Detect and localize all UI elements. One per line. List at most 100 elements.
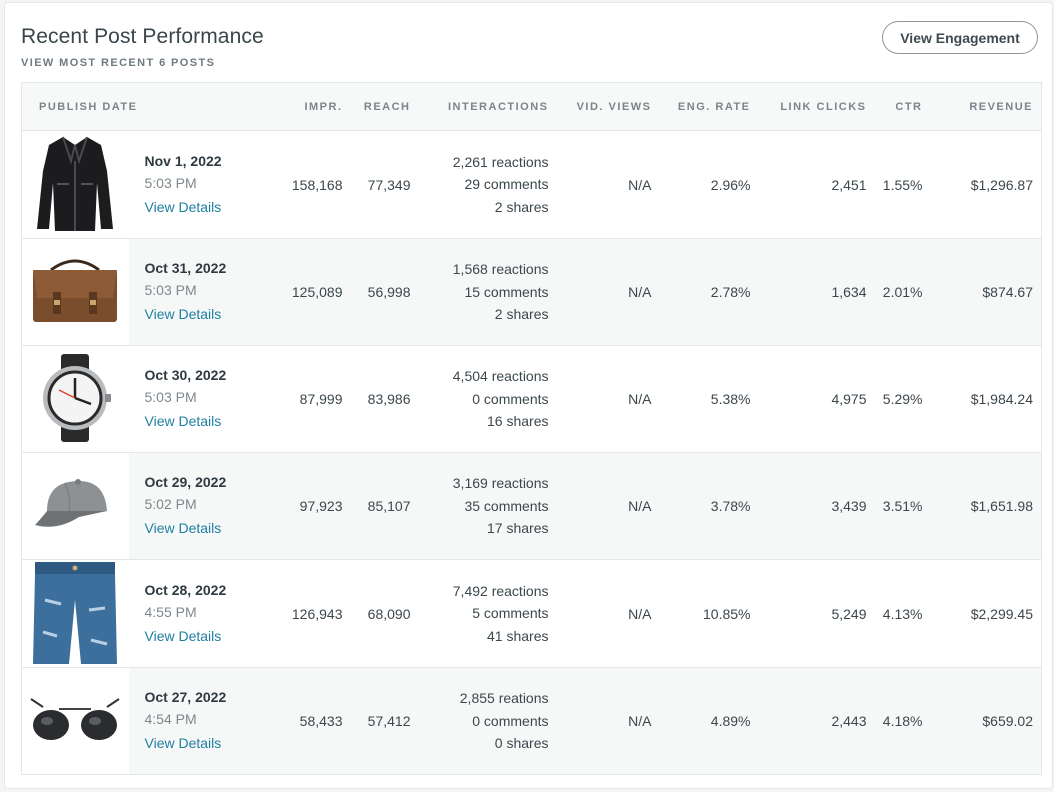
reach-value: 56,998 bbox=[350, 238, 419, 346]
reactions-count: 2,855 reations bbox=[459, 690, 549, 707]
leather-bag-image bbox=[22, 256, 129, 329]
comments-count: 29 comments bbox=[464, 176, 549, 193]
publish-date: Oct 27, 2022 bbox=[144, 689, 227, 705]
eng-rate-value: 3.78% bbox=[659, 452, 759, 560]
view-details-link[interactable]: View Details bbox=[144, 198, 222, 215]
revenue-value: $659.02 bbox=[930, 667, 1042, 775]
revenue-value: $1,984.24 bbox=[970, 391, 1033, 407]
reactions-count: 3,169 reactions bbox=[452, 475, 549, 492]
page-subtitle: VIEW MOST RECENT 6 POSTS bbox=[21, 57, 216, 69]
publish-time: 5:02 PM bbox=[144, 496, 197, 512]
baseball-cap-image bbox=[22, 475, 129, 538]
impr-value: 97,923 bbox=[278, 452, 351, 560]
eng-rate-value: 2.96% bbox=[710, 176, 751, 193]
publish-date: Oct 29, 2022 bbox=[144, 474, 227, 490]
reach-value: 68,090 bbox=[367, 605, 411, 622]
page-title: Recent Post Performance bbox=[21, 25, 264, 48]
publish-date: Oct 31, 2022 bbox=[144, 260, 227, 276]
post-thumbnail-cell bbox=[21, 130, 129, 239]
ctr-value: 4.18% bbox=[874, 667, 931, 775]
view-details-link[interactable]: View Details bbox=[144, 413, 222, 429]
vid-views-value: N/A bbox=[628, 391, 652, 407]
ctr-value: 1.55% bbox=[882, 176, 923, 193]
table-row: Oct 28, 2022 4:55 PM View Details 126,94… bbox=[21, 559, 1042, 668]
vid-views-value: N/A bbox=[628, 605, 652, 622]
shares-count: 41 shares bbox=[487, 627, 549, 644]
link-clicks-value: 4,975 bbox=[831, 391, 867, 407]
col-eng-rate[interactable]: ENG. RATE bbox=[677, 100, 751, 113]
vid-views-value: N/A bbox=[556, 238, 660, 346]
interactions-cell: 2,261 reactions 29 comments 2 shares bbox=[419, 131, 557, 239]
view-details-link[interactable]: View Details bbox=[144, 627, 222, 644]
eng-rate-value: 10.85% bbox=[703, 605, 751, 622]
table-row: Oct 27, 2022 4:54 PM View Details 58,433… bbox=[21, 667, 1042, 775]
comments-count: 5 comments bbox=[472, 605, 549, 622]
publish-date: Oct 28, 2022 bbox=[144, 581, 227, 598]
reach-value: 85,107 bbox=[350, 452, 419, 560]
vid-views-value: N/A bbox=[556, 452, 660, 560]
interactions-cell: 2,855 reations 0 comments 0 shares bbox=[418, 667, 557, 775]
reactions-count: 7,492 reactions bbox=[452, 582, 549, 599]
col-publish-date[interactable]: PUBLISH DATE bbox=[39, 100, 138, 113]
col-impr[interactable]: IMPR. bbox=[304, 100, 343, 113]
impr-value: 58,433 bbox=[278, 667, 351, 775]
interactions-cell: 3,169 reactions 35 comments 17 shares bbox=[418, 452, 557, 560]
ctr-value: 5.29% bbox=[882, 391, 923, 407]
publish-date: Nov 1, 2022 bbox=[144, 152, 222, 169]
post-thumbnail-cell bbox=[21, 667, 129, 775]
view-details-link[interactable]: View Details bbox=[144, 306, 222, 322]
col-ctr[interactable]: CTR bbox=[895, 100, 923, 113]
ctr-value: 4.13% bbox=[882, 605, 923, 622]
reactions-count: 4,504 reactions bbox=[452, 368, 549, 385]
col-revenue[interactable]: REVENUE bbox=[969, 100, 1033, 113]
eng-rate-value: 5.38% bbox=[710, 391, 751, 407]
eng-rate-value: 2.78% bbox=[659, 238, 759, 346]
eng-rate-value: 4.89% bbox=[659, 667, 759, 775]
revenue-value: $1,651.98 bbox=[930, 452, 1042, 560]
col-interactions[interactable]: INTERACTIONS bbox=[448, 100, 549, 113]
ctr-value: 2.01% bbox=[874, 238, 931, 346]
reactions-count: 2,261 reactions bbox=[452, 153, 549, 170]
shares-count: 2 shares bbox=[494, 198, 549, 215]
reach-value: 77,349 bbox=[367, 176, 411, 193]
table-row: Nov 1, 2022 5:03 PM View Details 158,168… bbox=[21, 130, 1042, 239]
col-vid-views[interactable]: VID. VIEWS bbox=[576, 100, 652, 113]
post-thumbnail-cell bbox=[21, 345, 129, 453]
table-row: Oct 30, 2022 5:03 PM View Details 87,999… bbox=[21, 345, 1042, 453]
interactions-cell: 1,568 reactions 15 comments 2 shares bbox=[418, 238, 557, 346]
link-clicks-value: 2,451 bbox=[831, 176, 867, 193]
comments-count: 35 comments bbox=[464, 497, 549, 514]
impr-value: 125,089 bbox=[278, 238, 351, 346]
reactions-count: 1,568 reactions bbox=[452, 261, 549, 278]
leather-jacket-image bbox=[22, 131, 129, 238]
col-reach[interactable]: REACH bbox=[363, 100, 411, 113]
table-row: Oct 29, 2022 5:02 PM View Details 97,923… bbox=[21, 452, 1042, 560]
wrist-watch-image bbox=[22, 353, 129, 445]
post-performance-card: Recent Post Performance VIEW MOST RECENT… bbox=[4, 2, 1053, 789]
comments-count: 0 comments bbox=[472, 390, 549, 407]
shares-count: 0 shares bbox=[494, 735, 549, 752]
comments-count: 0 comments bbox=[472, 712, 549, 729]
publish-date: Oct 30, 2022 bbox=[144, 367, 227, 383]
link-clicks-value: 5,249 bbox=[831, 605, 867, 622]
interactions-cell: 7,492 reactions 5 comments 41 shares bbox=[419, 560, 557, 668]
impr-value: 87,999 bbox=[299, 391, 343, 407]
link-clicks-value: 2,443 bbox=[758, 667, 875, 775]
shares-count: 17 shares bbox=[487, 520, 549, 537]
impr-value: 126,943 bbox=[291, 605, 343, 622]
revenue-value: $1,296.87 bbox=[970, 176, 1033, 193]
post-thumbnail-cell bbox=[21, 238, 129, 346]
interactions-cell: 4,504 reactions 0 comments 16 shares bbox=[419, 346, 557, 453]
publish-time: 4:55 PM bbox=[144, 603, 197, 620]
view-engagement-button[interactable]: View Engagement bbox=[882, 21, 1038, 54]
publish-time: 5:03 PM bbox=[144, 174, 197, 191]
col-link-clicks[interactable]: LINK CLICKS bbox=[780, 100, 867, 113]
sunglasses-image bbox=[22, 695, 129, 748]
shares-count: 2 shares bbox=[494, 306, 549, 323]
view-details-link[interactable]: View Details bbox=[144, 735, 222, 751]
link-clicks-value: 1,634 bbox=[758, 238, 875, 346]
shares-count: 16 shares bbox=[487, 413, 549, 430]
jeans-image bbox=[22, 560, 129, 667]
view-details-link[interactable]: View Details bbox=[144, 520, 222, 536]
revenue-value: $874.67 bbox=[930, 238, 1042, 346]
